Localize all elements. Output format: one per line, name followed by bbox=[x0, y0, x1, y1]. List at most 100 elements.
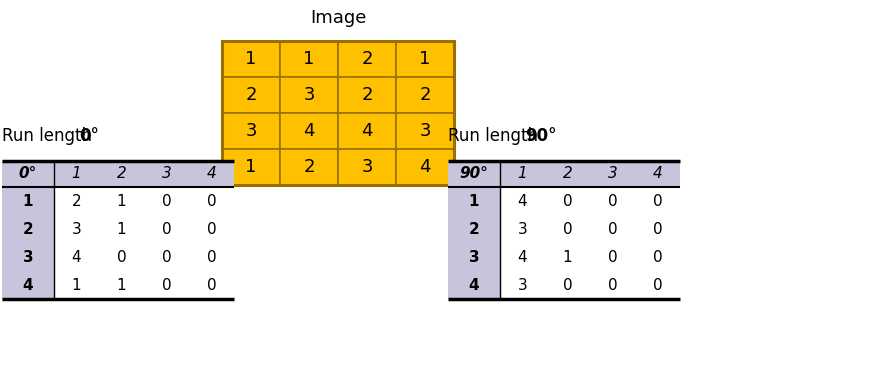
Text: 2: 2 bbox=[303, 158, 315, 176]
Bar bbox=[99, 243, 144, 271]
Text: 0: 0 bbox=[207, 194, 216, 209]
Text: 0°: 0° bbox=[79, 127, 99, 145]
Bar bbox=[396, 77, 454, 113]
Text: 1: 1 bbox=[518, 167, 528, 182]
Text: 2: 2 bbox=[117, 167, 126, 182]
Text: 3: 3 bbox=[518, 277, 528, 293]
Bar bbox=[590, 161, 635, 187]
Bar bbox=[189, 187, 234, 215]
Bar bbox=[448, 215, 500, 243]
Text: 1: 1 bbox=[72, 167, 81, 182]
Bar bbox=[280, 41, 338, 77]
Text: 2: 2 bbox=[562, 167, 572, 182]
Bar bbox=[99, 215, 144, 243]
Bar bbox=[338, 77, 396, 113]
Text: 3: 3 bbox=[419, 122, 431, 140]
Text: Image: Image bbox=[310, 9, 366, 27]
Text: 0: 0 bbox=[608, 277, 617, 293]
Bar bbox=[189, 243, 234, 271]
Bar bbox=[500, 271, 545, 299]
Bar bbox=[448, 243, 500, 271]
Bar bbox=[448, 271, 500, 299]
Text: 2: 2 bbox=[361, 86, 372, 104]
Bar bbox=[54, 187, 99, 215]
Bar bbox=[222, 41, 454, 185]
Bar bbox=[635, 187, 680, 215]
Text: 90°: 90° bbox=[525, 127, 556, 145]
Bar bbox=[590, 243, 635, 271]
Bar bbox=[545, 243, 590, 271]
Text: Run length: Run length bbox=[448, 127, 543, 145]
Text: 1: 1 bbox=[303, 50, 315, 68]
Bar bbox=[222, 113, 280, 149]
Text: 0: 0 bbox=[652, 194, 663, 209]
Bar bbox=[99, 187, 144, 215]
Bar bbox=[99, 271, 144, 299]
Bar bbox=[500, 187, 545, 215]
Text: 4: 4 bbox=[72, 250, 81, 264]
Bar bbox=[396, 113, 454, 149]
Bar bbox=[99, 161, 144, 187]
Bar bbox=[635, 271, 680, 299]
Bar bbox=[144, 187, 189, 215]
Bar bbox=[54, 271, 99, 299]
Bar bbox=[280, 113, 338, 149]
Text: 0: 0 bbox=[562, 277, 572, 293]
Text: 0: 0 bbox=[652, 221, 663, 237]
Bar bbox=[222, 41, 280, 77]
Text: 2: 2 bbox=[468, 221, 480, 237]
Text: 3: 3 bbox=[72, 221, 81, 237]
Text: 1: 1 bbox=[245, 158, 256, 176]
Text: 1: 1 bbox=[117, 194, 126, 209]
Text: 2: 2 bbox=[361, 50, 372, 68]
Bar bbox=[2, 161, 54, 187]
Text: 0°: 0° bbox=[19, 167, 37, 182]
Text: 4: 4 bbox=[361, 122, 372, 140]
Text: 1: 1 bbox=[562, 250, 572, 264]
Text: 4: 4 bbox=[468, 277, 480, 293]
Bar bbox=[144, 215, 189, 243]
Bar bbox=[635, 215, 680, 243]
Bar bbox=[54, 215, 99, 243]
Text: 1: 1 bbox=[117, 221, 126, 237]
Bar bbox=[189, 271, 234, 299]
Bar bbox=[280, 77, 338, 113]
Text: 4: 4 bbox=[518, 194, 528, 209]
Text: 1: 1 bbox=[419, 50, 431, 68]
Bar bbox=[448, 187, 500, 215]
Bar bbox=[2, 271, 54, 299]
Bar bbox=[590, 215, 635, 243]
Bar bbox=[448, 161, 500, 187]
Bar bbox=[54, 161, 99, 187]
Text: 4: 4 bbox=[419, 158, 431, 176]
Text: 0: 0 bbox=[652, 250, 663, 264]
Text: 3: 3 bbox=[303, 86, 315, 104]
Text: 1: 1 bbox=[469, 194, 480, 209]
Text: 90°: 90° bbox=[460, 167, 488, 182]
Bar bbox=[500, 215, 545, 243]
Text: 0: 0 bbox=[608, 221, 617, 237]
Bar bbox=[144, 271, 189, 299]
Bar bbox=[222, 77, 280, 113]
Text: 3: 3 bbox=[608, 167, 617, 182]
Bar bbox=[396, 41, 454, 77]
Text: 0: 0 bbox=[207, 221, 216, 237]
Text: 3: 3 bbox=[468, 250, 480, 264]
Bar bbox=[338, 41, 396, 77]
Bar bbox=[280, 149, 338, 185]
Text: 2: 2 bbox=[419, 86, 431, 104]
Text: 3: 3 bbox=[23, 250, 33, 264]
Bar bbox=[338, 149, 396, 185]
Text: 0: 0 bbox=[161, 277, 171, 293]
Text: 1: 1 bbox=[117, 277, 126, 293]
Bar bbox=[545, 215, 590, 243]
Bar bbox=[590, 271, 635, 299]
Text: 2: 2 bbox=[23, 221, 33, 237]
Text: 0: 0 bbox=[207, 277, 216, 293]
Text: 4: 4 bbox=[207, 167, 216, 182]
Text: 3: 3 bbox=[518, 221, 528, 237]
Text: 0: 0 bbox=[608, 194, 617, 209]
Text: 0: 0 bbox=[562, 194, 572, 209]
Bar bbox=[2, 243, 54, 271]
Text: 0: 0 bbox=[161, 250, 171, 264]
